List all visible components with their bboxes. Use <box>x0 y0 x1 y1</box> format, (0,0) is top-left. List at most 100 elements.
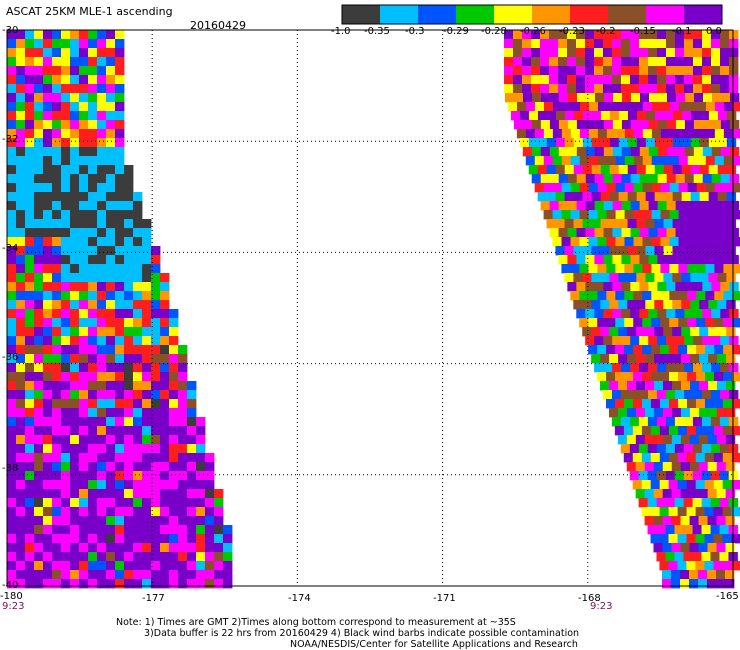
swath-cell <box>43 219 53 229</box>
swath-cell <box>720 390 730 400</box>
swath-cell <box>97 66 107 76</box>
legend-label: 0.0 <box>706 26 722 37</box>
swath-cell <box>630 93 641 103</box>
swath-cell <box>52 120 62 130</box>
swath-cell <box>623 426 634 436</box>
swath-cell <box>603 93 614 103</box>
swath-cell <box>124 471 134 481</box>
swath-cell <box>223 534 233 544</box>
swath-cell <box>160 435 170 445</box>
swath-cell <box>79 228 89 238</box>
swath-cell <box>34 390 44 400</box>
swath-cell <box>683 552 693 562</box>
swath-cell <box>729 147 740 157</box>
swath-cell <box>133 300 143 310</box>
swath-cell <box>725 489 736 499</box>
swath-cell <box>223 570 233 580</box>
swath-cell <box>52 237 62 247</box>
swath-cell <box>594 363 604 373</box>
swath-cell <box>88 228 98 238</box>
swath-cell <box>25 462 35 472</box>
swath-cell <box>591 192 602 202</box>
swath-cell <box>52 507 62 517</box>
swath-cell <box>214 489 224 499</box>
swath-cell <box>567 255 577 265</box>
swath-cell <box>142 399 152 409</box>
swath-cell <box>7 165 17 175</box>
swath-cell <box>178 543 188 553</box>
swath-cell <box>70 291 80 301</box>
swath-cell <box>720 48 730 58</box>
swath-cell <box>25 75 35 85</box>
swath-cell <box>653 489 664 499</box>
swath-cell <box>16 516 26 526</box>
swath-cell <box>133 417 143 427</box>
swath-cell <box>97 444 107 454</box>
swath-cell <box>124 507 134 517</box>
swath-cell <box>567 30 577 40</box>
swath-cell <box>725 408 736 418</box>
swath-cell <box>531 57 541 67</box>
swath-cell <box>564 138 575 148</box>
swath-cell <box>665 417 676 427</box>
swath-cell <box>25 120 35 130</box>
swath-cell <box>16 489 26 499</box>
swath-cell <box>169 354 179 364</box>
swath-cell <box>576 39 586 49</box>
swath-cell <box>169 309 179 319</box>
lon-tick-label: -168 <box>578 593 601 604</box>
swath-cell <box>618 138 629 148</box>
swath-cell <box>196 543 206 553</box>
swath-cell <box>88 345 98 355</box>
swath-cell <box>564 165 575 175</box>
swath-cell <box>561 237 571 247</box>
swath-cell <box>115 318 125 328</box>
swath-cell <box>591 138 602 148</box>
swath-cell <box>678 291 688 301</box>
swath-cell <box>34 111 44 121</box>
swath-cell <box>70 120 80 130</box>
swath-cell <box>79 282 89 292</box>
swath-cell <box>603 282 613 292</box>
swath-cell <box>720 282 730 292</box>
swath-cell <box>16 174 26 184</box>
swath-cell <box>43 156 53 166</box>
swath-cell <box>43 399 53 409</box>
swath-cell <box>115 525 125 535</box>
swath-cell <box>79 444 89 454</box>
swath-cell <box>88 417 98 427</box>
swath-cell <box>43 93 53 103</box>
legend-color-swatch <box>608 5 647 24</box>
swath-cell <box>687 372 697 382</box>
swath-cell <box>178 453 188 463</box>
swath-cell <box>142 408 152 418</box>
swath-cell <box>178 561 188 571</box>
swath-cell <box>115 579 125 589</box>
swath-cell <box>666 57 676 67</box>
swath-cell <box>43 525 53 535</box>
swath-cell <box>645 138 656 148</box>
swath-cell <box>106 129 116 139</box>
swath-cell <box>61 498 71 508</box>
swath-cell <box>79 210 89 220</box>
swath-cell <box>540 57 550 67</box>
swath-cell <box>79 309 89 319</box>
swath-cell <box>624 264 634 274</box>
swath-cell <box>70 246 80 256</box>
swath-cell <box>531 75 541 85</box>
swath-cell <box>674 471 685 481</box>
swath-cell <box>669 372 679 382</box>
swath-cell <box>702 174 713 184</box>
swath-cell <box>61 417 71 427</box>
swath-cell <box>699 246 709 256</box>
swath-cell <box>696 237 706 247</box>
swath-cell <box>160 516 170 526</box>
swath-cell <box>608 408 619 418</box>
swath-cell <box>52 228 62 238</box>
map-frame <box>6 29 734 587</box>
swath-cell <box>630 201 641 211</box>
swath-cell <box>7 120 17 130</box>
swath-cell <box>61 381 71 391</box>
swath-cell <box>88 165 98 175</box>
swath-cell <box>61 183 71 193</box>
